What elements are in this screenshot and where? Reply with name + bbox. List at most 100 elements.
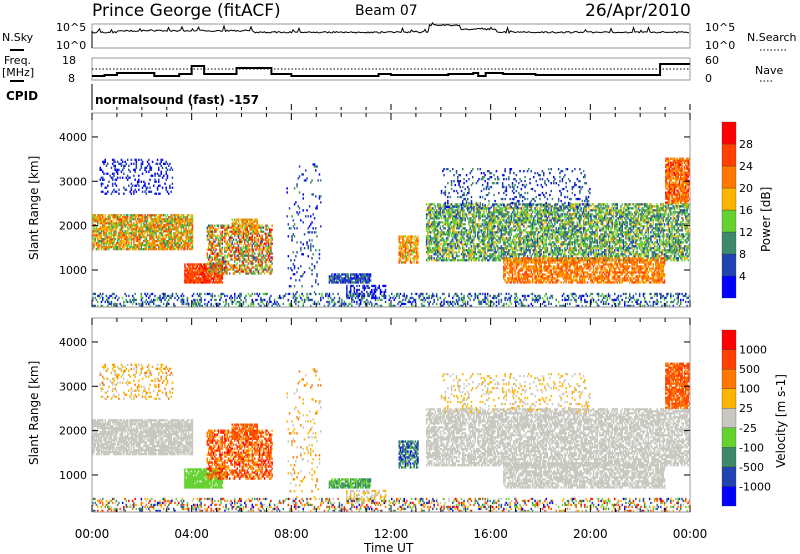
range-cell	[541, 243, 544, 246]
range-cell	[139, 238, 141, 241]
range-cell	[189, 222, 191, 225]
range-cell	[508, 249, 510, 252]
range-cell	[126, 232, 129, 235]
range-cell	[100, 190, 103, 193]
range-cell	[222, 226, 225, 229]
range-cell	[434, 215, 437, 218]
range-cell	[207, 238, 210, 241]
range-cell	[486, 241, 489, 244]
range-cell	[332, 281, 334, 284]
range-cell	[221, 240, 224, 243]
range-cell	[524, 219, 526, 222]
range-cell	[192, 267, 195, 270]
range-cell	[170, 228, 172, 231]
range-cell	[354, 279, 357, 282]
range-cell	[465, 233, 468, 236]
range-cell	[217, 242, 220, 245]
range-cell	[234, 256, 236, 259]
range-cell	[341, 277, 343, 280]
range-cell	[111, 176, 114, 179]
range-cell	[261, 264, 263, 267]
range-cell	[545, 239, 547, 242]
range-cell	[352, 273, 354, 276]
range-cell	[520, 207, 523, 210]
range-cell	[347, 279, 349, 282]
range-cell	[445, 237, 448, 240]
range-cell	[488, 227, 490, 230]
range-cell	[490, 257, 493, 260]
range-cell	[115, 222, 118, 225]
range-cell	[534, 249, 536, 252]
range-cell	[160, 228, 162, 231]
range-cell	[506, 231, 509, 234]
range-cell	[146, 228, 149, 231]
range-cell	[462, 251, 464, 254]
range-cell	[192, 265, 195, 268]
range-cell	[494, 251, 496, 254]
range-cell	[503, 219, 505, 222]
range-cell	[478, 215, 480, 218]
range-cell	[489, 233, 491, 236]
range-cell	[256, 222, 258, 225]
range-cell	[449, 205, 452, 208]
range-cell	[254, 220, 256, 223]
range-cell	[520, 239, 523, 242]
range-cell	[474, 229, 476, 232]
range-cell	[481, 205, 484, 208]
range-cell	[519, 253, 521, 256]
range-cell	[523, 241, 525, 244]
range-cell	[538, 217, 540, 220]
range-cell	[168, 164, 170, 167]
range-cell	[310, 223, 312, 226]
range-cell	[175, 234, 177, 237]
power-cells	[92, 157, 691, 308]
range-cell	[224, 224, 226, 227]
range-cell	[428, 259, 430, 262]
range-cell	[447, 229, 449, 232]
range-cell	[237, 250, 240, 253]
range-cell	[250, 224, 252, 227]
range-cell	[175, 230, 177, 233]
range-cell	[251, 224, 253, 227]
range-cell	[490, 239, 493, 242]
range-cell	[481, 249, 484, 252]
range-cell	[192, 279, 195, 282]
range-cell	[154, 244, 156, 247]
range-cell	[459, 237, 461, 240]
range-cell	[518, 233, 520, 236]
range-cell	[134, 170, 136, 173]
range-cell	[428, 211, 430, 214]
range-cell	[271, 258, 273, 261]
range-cell	[525, 251, 528, 254]
range-cell	[194, 263, 196, 266]
range-cell	[160, 220, 162, 223]
range-cell	[332, 279, 334, 282]
range-cell	[504, 233, 506, 236]
range-cell	[470, 257, 473, 260]
range-cell	[414, 255, 417, 258]
range-cell	[519, 245, 521, 248]
range-cell	[498, 225, 500, 228]
range-cell	[109, 222, 111, 225]
range-cell	[145, 226, 148, 229]
range-cell	[191, 271, 194, 274]
range-cell	[266, 258, 268, 261]
range-cell	[211, 224, 214, 227]
range-cell	[245, 228, 247, 231]
range-cell	[185, 242, 187, 245]
range-cell	[518, 255, 520, 258]
range-cell	[261, 238, 263, 241]
range-cell	[489, 257, 491, 260]
range-cell	[425, 203, 428, 206]
range-cell	[118, 246, 120, 249]
range-cell	[108, 218, 110, 221]
range-cell	[158, 178, 160, 181]
range-cell	[479, 217, 481, 220]
range-cell	[449, 203, 452, 206]
range-cell	[125, 188, 128, 191]
range-cell	[182, 248, 185, 251]
range-cell	[154, 226, 156, 229]
range-cell	[530, 233, 532, 236]
range-cell	[143, 226, 145, 229]
range-cell	[252, 220, 255, 223]
